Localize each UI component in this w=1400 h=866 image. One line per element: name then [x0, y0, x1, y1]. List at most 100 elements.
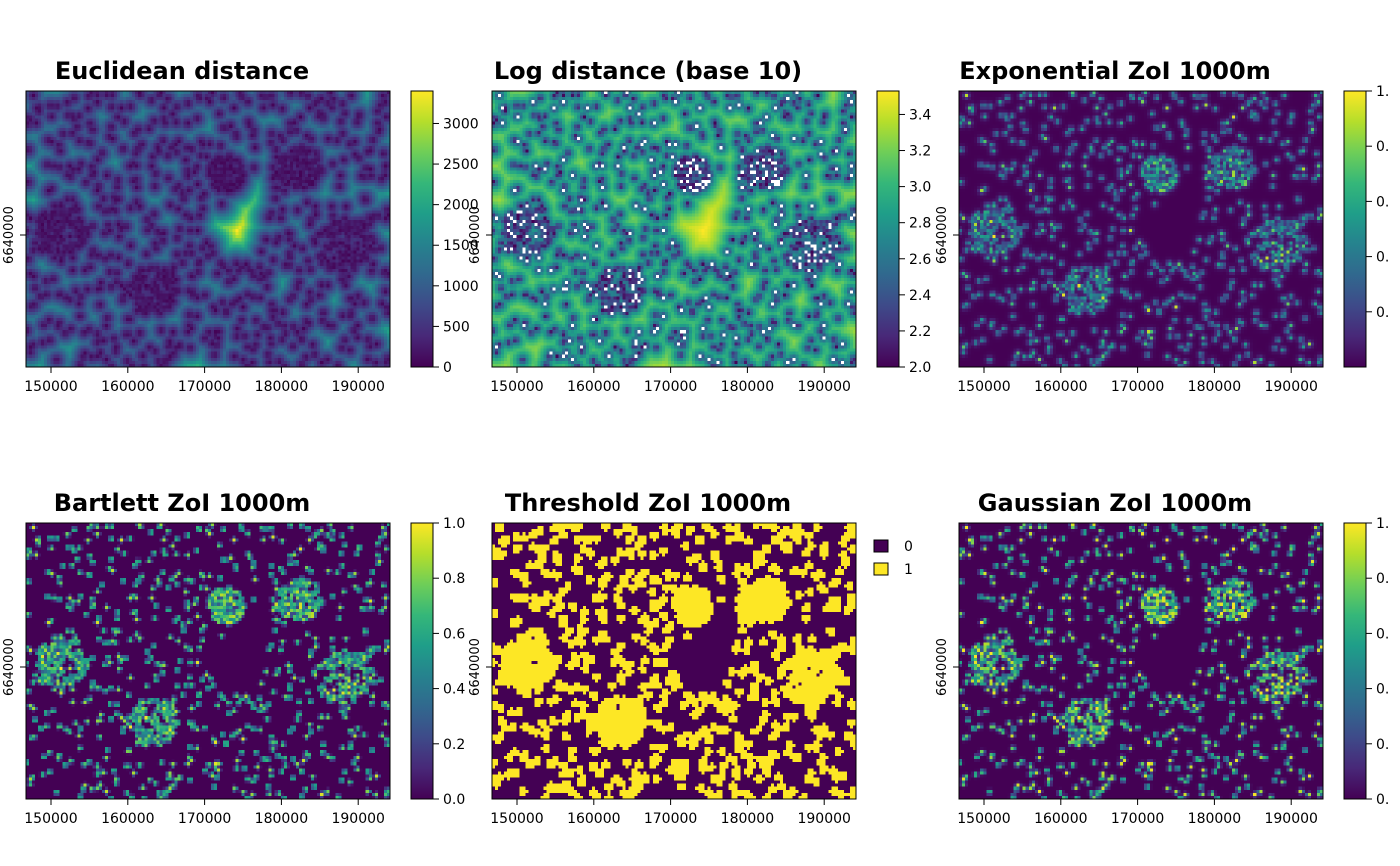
map-panel: Euclidean distance 150000 160000 170000 1800…	[2, 57, 479, 395]
x-tick-label: 160000	[101, 379, 154, 395]
panel-title: Gaussian ZoI 1000m	[978, 489, 1252, 517]
legend-swatch	[873, 562, 889, 576]
x-tick-label: 150000	[957, 379, 1010, 395]
colorbar-tick-label: 0.	[1376, 139, 1389, 155]
x-tick-label: 180000	[721, 379, 774, 395]
colorbar-tick-label: 0.2	[443, 737, 465, 753]
colorbar-tick-label: 0.	[1376, 305, 1389, 321]
x-tick-label: 180000	[255, 379, 308, 395]
x-tick-label: 170000	[644, 379, 697, 395]
x-tick-label: 160000	[1034, 379, 1087, 395]
colorbar	[876, 90, 900, 368]
map-panel: Bartlett ZoI 1000m 150000 160000 170000 1800…	[2, 489, 465, 827]
colorbar	[410, 90, 434, 368]
map-panel: Threshold ZoI 1000m 150000 160000 170000 180…	[468, 489, 913, 827]
colorbar-tick-label: 0.	[1376, 792, 1389, 808]
y-tick-label: 6640000	[2, 206, 17, 264]
x-tick-label: 180000	[1188, 811, 1241, 827]
colorbar-tick-label: 0.8	[443, 571, 465, 587]
colorbar-tick-label: 2000	[443, 198, 479, 214]
raster-image	[26, 91, 390, 367]
colorbar	[1343, 90, 1367, 368]
colorbar-tick-label: 1.	[1376, 84, 1389, 100]
map-panel: Exponential ZoI 1000m 150000 160000 170000 1…	[935, 57, 1389, 395]
raster-image	[492, 91, 856, 367]
colorbar-tick-label: 2.0	[909, 360, 931, 376]
colorbar-tick-label: 0.	[1376, 250, 1389, 266]
map-panel: Gaussian ZoI 1000m 150000 160000 170000 1800…	[935, 489, 1389, 827]
x-tick-label: 160000	[567, 379, 620, 395]
colorbar	[1343, 522, 1367, 800]
raster-image	[959, 91, 1323, 367]
panel-title: Euclidean distance	[55, 57, 309, 85]
x-tick-label: 150000	[24, 379, 77, 395]
y-tick-label: 6640000	[935, 206, 950, 264]
x-tick-label: 160000	[101, 811, 154, 827]
colorbar-tick-label: 3.0	[909, 180, 931, 196]
colorbar-tick-label: 0.	[1376, 571, 1389, 587]
colorbar-tick-label: 2.2	[909, 324, 931, 340]
map-frame	[958, 90, 1324, 368]
colorbar	[410, 522, 434, 800]
x-tick-label: 150000	[957, 811, 1010, 827]
legend-swatch	[873, 539, 889, 553]
colorbar-tick-label: 0.6	[443, 626, 465, 642]
colorbar-tick-label: 0.	[1376, 626, 1389, 642]
x-tick-label: 170000	[178, 379, 231, 395]
x-tick-label: 160000	[567, 811, 620, 827]
map-panel: Log distance (base 10) 150000 160000 170000…	[468, 57, 931, 395]
y-tick-label: 6640000	[2, 638, 17, 696]
colorbar-tick-label: 500	[443, 319, 470, 335]
x-tick-label: 170000	[1111, 811, 1164, 827]
x-tick-label: 190000	[797, 379, 850, 395]
map-frame	[25, 522, 391, 800]
colorbar-tick-label: 2500	[443, 157, 479, 173]
x-tick-label: 170000	[178, 811, 231, 827]
colorbar-tick-label: 0	[443, 360, 452, 376]
colorbar-tick-label: 2.4	[909, 288, 931, 304]
legend-label: 0	[904, 539, 913, 555]
x-tick-label: 190000	[1264, 811, 1317, 827]
x-tick-label: 150000	[24, 811, 77, 827]
colorbar-tick-label: 0.4	[443, 682, 465, 698]
x-tick-label: 180000	[1188, 379, 1241, 395]
x-tick-label: 170000	[644, 811, 697, 827]
map-frame	[491, 522, 857, 800]
x-tick-label: 190000	[797, 811, 850, 827]
panel-title: Bartlett ZoI 1000m	[54, 489, 311, 517]
colorbar-tick-label: 1500	[443, 238, 479, 254]
colorbar-tick-label: 0.0	[443, 792, 465, 808]
map-frame	[958, 522, 1324, 800]
raster-image	[959, 523, 1323, 799]
x-tick-label: 150000	[490, 379, 543, 395]
colorbar-tick-label: 1.	[1376, 516, 1389, 532]
x-tick-label: 190000	[331, 811, 384, 827]
x-tick-label: 180000	[721, 811, 774, 827]
raster-image	[26, 523, 390, 799]
x-tick-label: 190000	[331, 379, 384, 395]
colorbar-tick-label: 3.4	[909, 107, 931, 123]
panel-title: Threshold ZoI 1000m	[505, 489, 791, 517]
x-tick-label: 150000	[490, 811, 543, 827]
raster-image	[492, 523, 856, 799]
colorbar-tick-label: 0.	[1376, 194, 1389, 210]
colorbar-tick-label: 3000	[443, 116, 479, 132]
map-frame	[25, 90, 391, 368]
x-tick-label: 190000	[1264, 379, 1317, 395]
colorbar-tick-label: 1.0	[443, 516, 465, 532]
x-tick-label: 180000	[255, 811, 308, 827]
colorbar-tick-label: 1000	[443, 279, 479, 295]
colorbar-tick-label: 3.2	[909, 144, 931, 160]
x-tick-label: 170000	[1111, 379, 1164, 395]
y-tick-label: 6640000	[468, 206, 483, 264]
map-frame	[491, 90, 857, 368]
colorbar-tick-label: 2.6	[909, 252, 931, 268]
y-tick-label: 6640000	[468, 638, 483, 696]
legend-label: 1	[904, 562, 913, 578]
x-tick-label: 160000	[1034, 811, 1087, 827]
panel-title: Log distance (base 10)	[494, 57, 802, 85]
colorbar-tick-label: 0.	[1376, 682, 1389, 698]
y-tick-label: 6640000	[935, 638, 950, 696]
colorbar-tick-label: 0.	[1376, 737, 1389, 753]
